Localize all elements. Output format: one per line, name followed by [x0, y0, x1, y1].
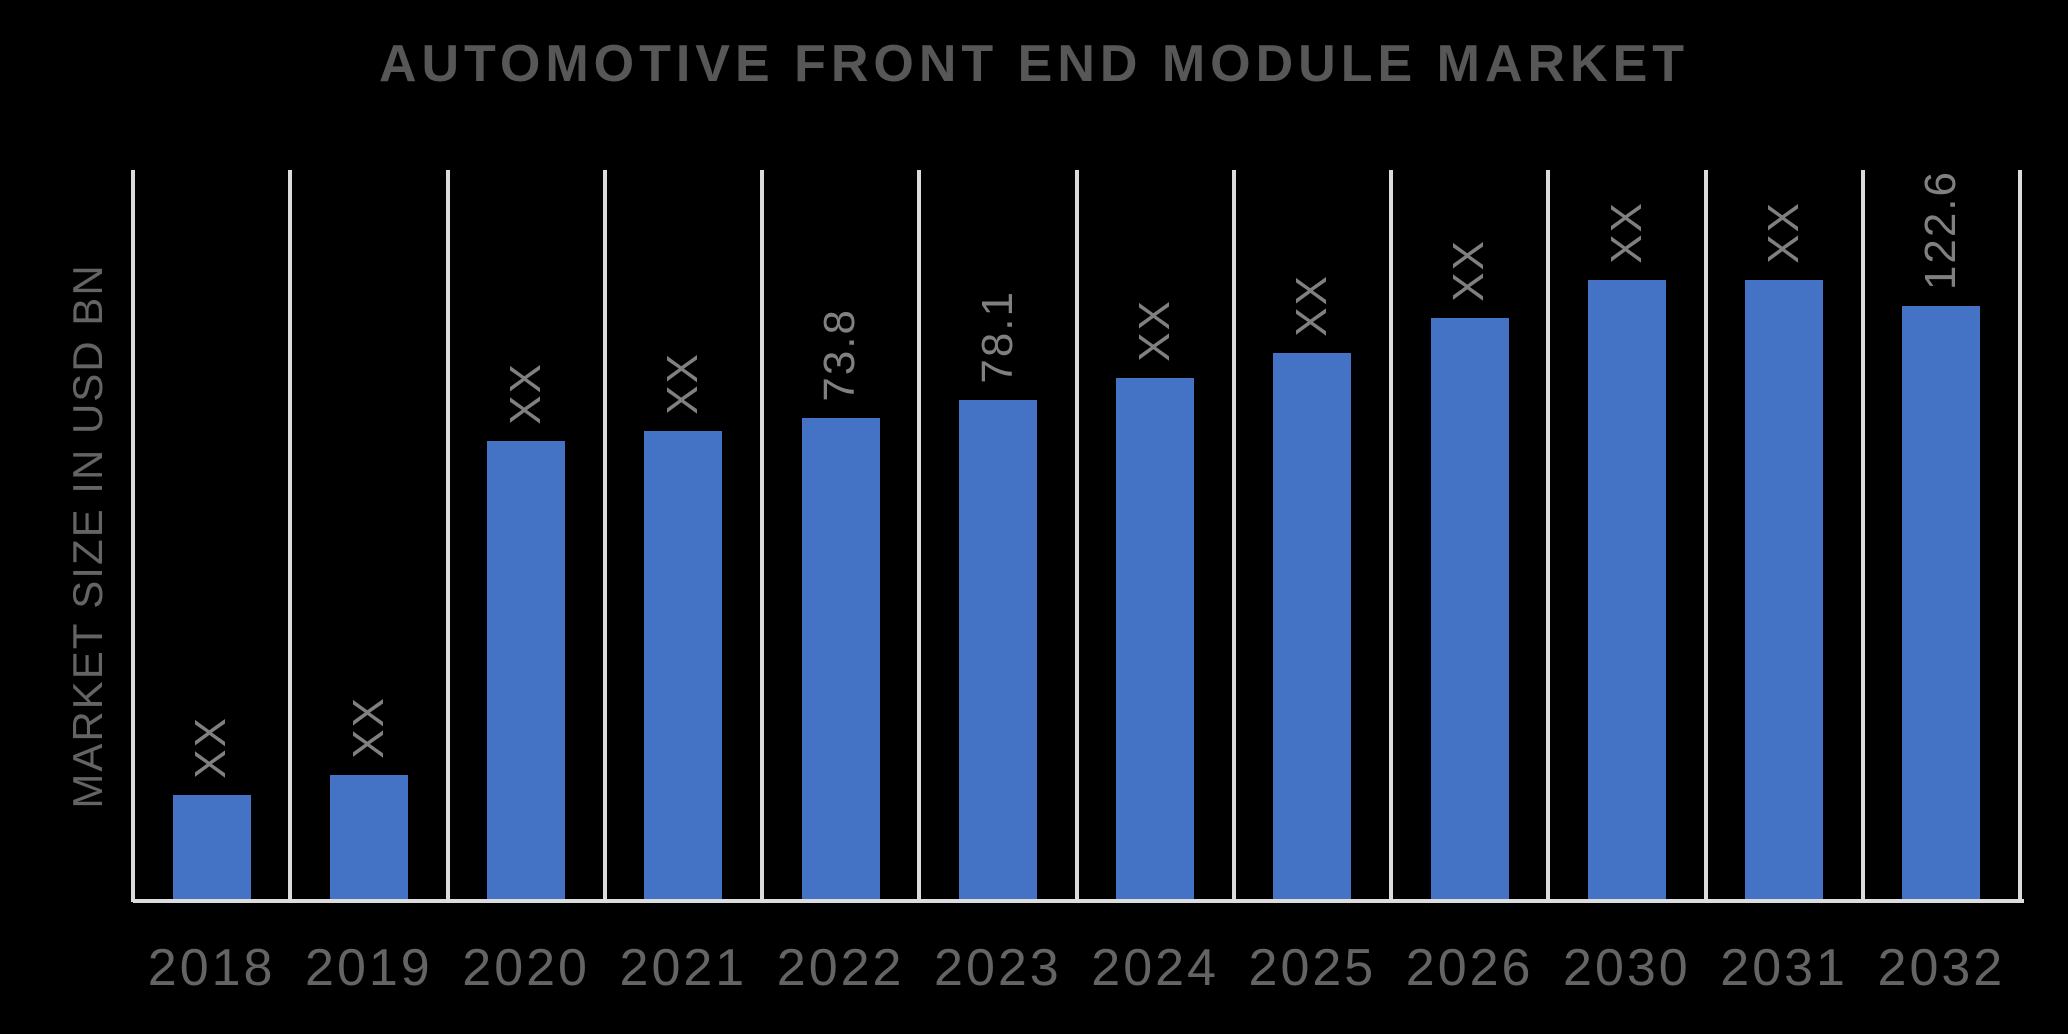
x-tick-2031: 2031 [1720, 939, 1848, 997]
chart-column-2022: 73.8 [762, 170, 919, 902]
gridline [288, 170, 293, 902]
chart-column-2031: XX [1706, 170, 1863, 902]
bar-value-label: XX [1601, 201, 1651, 264]
bar-value-label: 73.8 [815, 308, 865, 402]
bar-2021 [644, 431, 723, 902]
chart-column-2032: 122.6 [1863, 170, 2020, 902]
gridline [2018, 170, 2022, 902]
x-tick-2023: 2023 [934, 939, 1062, 997]
x-axis-line [133, 899, 2024, 903]
x-tick-2030: 2030 [1563, 939, 1691, 997]
bar-value-label: XX [1287, 274, 1337, 337]
chart-column-2018: XX [133, 170, 290, 902]
gridline [602, 170, 607, 902]
gridline [1074, 170, 1079, 902]
x-tick-2018: 2018 [147, 939, 276, 997]
bar-value-label: 78.1 [972, 290, 1022, 384]
bar-2023 [958, 400, 1037, 902]
bar-value-label: XX [1444, 239, 1494, 302]
bar-2030 [1587, 280, 1666, 902]
y-axis-title: MARKET SIZE IN USD BN [64, 263, 111, 809]
chart-column-2021: XX [605, 170, 762, 902]
x-tick-2025: 2025 [1248, 939, 1377, 997]
x-tick-2019: 2019 [305, 939, 433, 997]
bar-2031 [1745, 280, 1824, 902]
x-axis-labels: 2018 2019 2020 2021 2022 2023 2024 2025 2026 2030… [133, 938, 2020, 1010]
gridline [131, 170, 135, 902]
gridline [1546, 170, 1551, 902]
plot-area: XX XX XX XX 73.8 78.1 XX XX XX XX XX 122.6 [131, 170, 2022, 902]
x-tick-2021: 2021 [619, 939, 748, 997]
chart-column-2026: XX [1391, 170, 1548, 902]
bar-2022 [801, 418, 880, 902]
x-tick-2022: 2022 [776, 939, 905, 997]
gridline [917, 170, 922, 902]
gridline [1860, 170, 1865, 902]
chart-column-2024: XX [1077, 170, 1234, 902]
chart-column-2023: 78.1 [919, 170, 1076, 902]
bar-value-label: XX [186, 716, 236, 779]
chart-column-2030: XX [1548, 170, 1705, 902]
bar-2019 [329, 775, 408, 902]
bar-2025 [1273, 353, 1352, 902]
bar-value-label: XX [500, 362, 550, 425]
gridline [1389, 170, 1393, 902]
bar-2032 [1902, 306, 1981, 902]
bar-2020 [487, 441, 566, 902]
x-tick-2020: 2020 [462, 939, 590, 997]
bar-value-label: XX [658, 352, 708, 415]
gridline [1703, 170, 1708, 902]
bar-2024 [1116, 378, 1195, 902]
chart-column-2025: XX [1234, 170, 1391, 902]
chart-column-2020: XX [448, 170, 605, 902]
x-tick-2024: 2024 [1091, 939, 1219, 997]
gridline [1231, 170, 1236, 902]
gridline [760, 170, 764, 902]
x-tick-2032: 2032 [1877, 939, 2006, 997]
chart-title: AUTOMOTIVE FRONT END MODULE MARKET [378, 35, 1690, 93]
bar-2026 [1430, 318, 1509, 902]
bar-value-label: XX [1758, 201, 1808, 264]
gridline [445, 170, 450, 902]
x-tick-2026: 2026 [1405, 939, 1534, 997]
chart-column-2019: XX [290, 170, 447, 902]
bar-value-label: XX [1129, 299, 1179, 362]
bar-value-label: XX [343, 696, 393, 759]
bar-2018 [172, 795, 251, 902]
bar-value-label: 122.6 [1916, 170, 1966, 291]
